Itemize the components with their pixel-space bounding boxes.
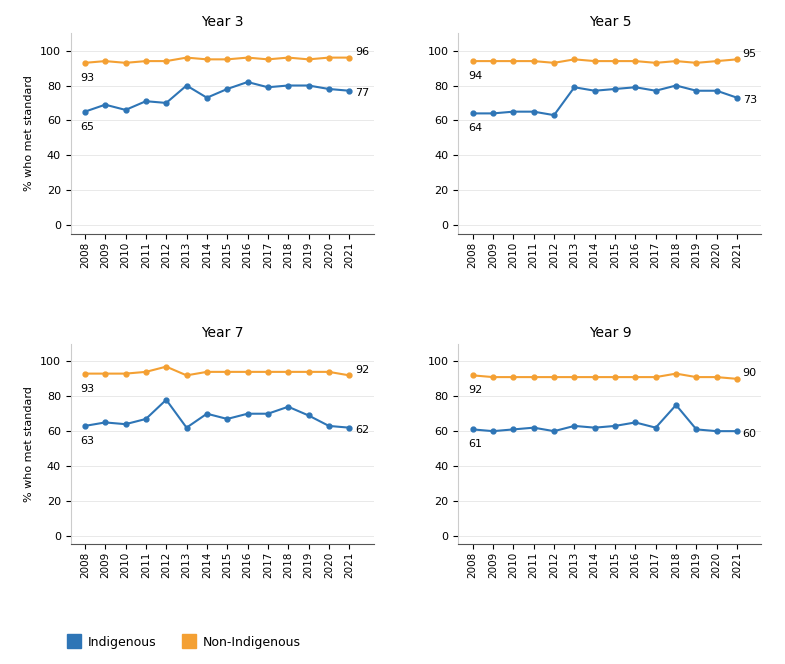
Title: Year 3: Year 3 bbox=[201, 15, 243, 29]
Title: Year 9: Year 9 bbox=[589, 326, 631, 340]
Y-axis label: % who met standard: % who met standard bbox=[24, 386, 35, 502]
Text: 95: 95 bbox=[743, 48, 757, 58]
Text: 92: 92 bbox=[469, 385, 483, 396]
Text: 62: 62 bbox=[355, 425, 369, 435]
Text: 77: 77 bbox=[355, 88, 369, 98]
Text: 96: 96 bbox=[355, 47, 369, 57]
Y-axis label: % who met standard: % who met standard bbox=[24, 76, 35, 191]
Legend: Indigenous, Non-Indigenous: Indigenous, Non-Indigenous bbox=[61, 631, 305, 655]
Text: 64: 64 bbox=[469, 124, 483, 133]
Title: Year 7: Year 7 bbox=[201, 326, 243, 340]
Text: 61: 61 bbox=[469, 440, 483, 450]
Text: 63: 63 bbox=[81, 436, 95, 446]
Text: 60: 60 bbox=[743, 429, 757, 439]
Title: Year 5: Year 5 bbox=[589, 15, 631, 29]
Text: 93: 93 bbox=[81, 384, 95, 394]
Text: 65: 65 bbox=[81, 122, 95, 131]
Text: 93: 93 bbox=[81, 73, 95, 83]
Text: 73: 73 bbox=[743, 95, 757, 106]
Text: 92: 92 bbox=[355, 365, 369, 374]
Text: 94: 94 bbox=[469, 71, 483, 81]
Text: 90: 90 bbox=[743, 368, 757, 378]
